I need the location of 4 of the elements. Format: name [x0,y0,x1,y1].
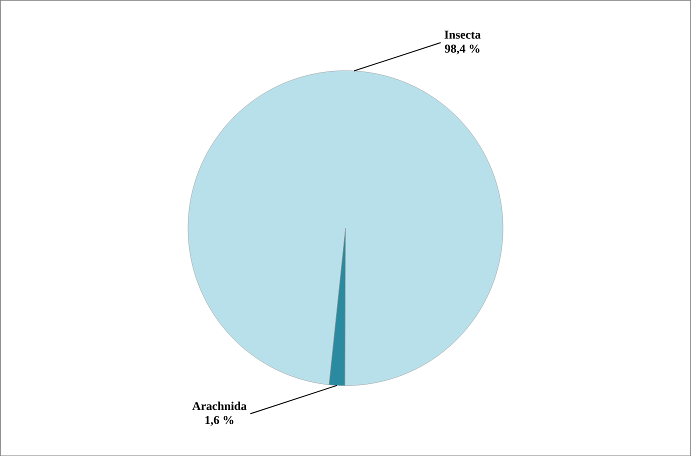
data-label: 98,4 % [444,44,480,54]
data-label: 1,6 % [205,416,234,426]
slice-label: Arachnida [192,401,247,410]
slice-label: Insecta [444,30,481,39]
